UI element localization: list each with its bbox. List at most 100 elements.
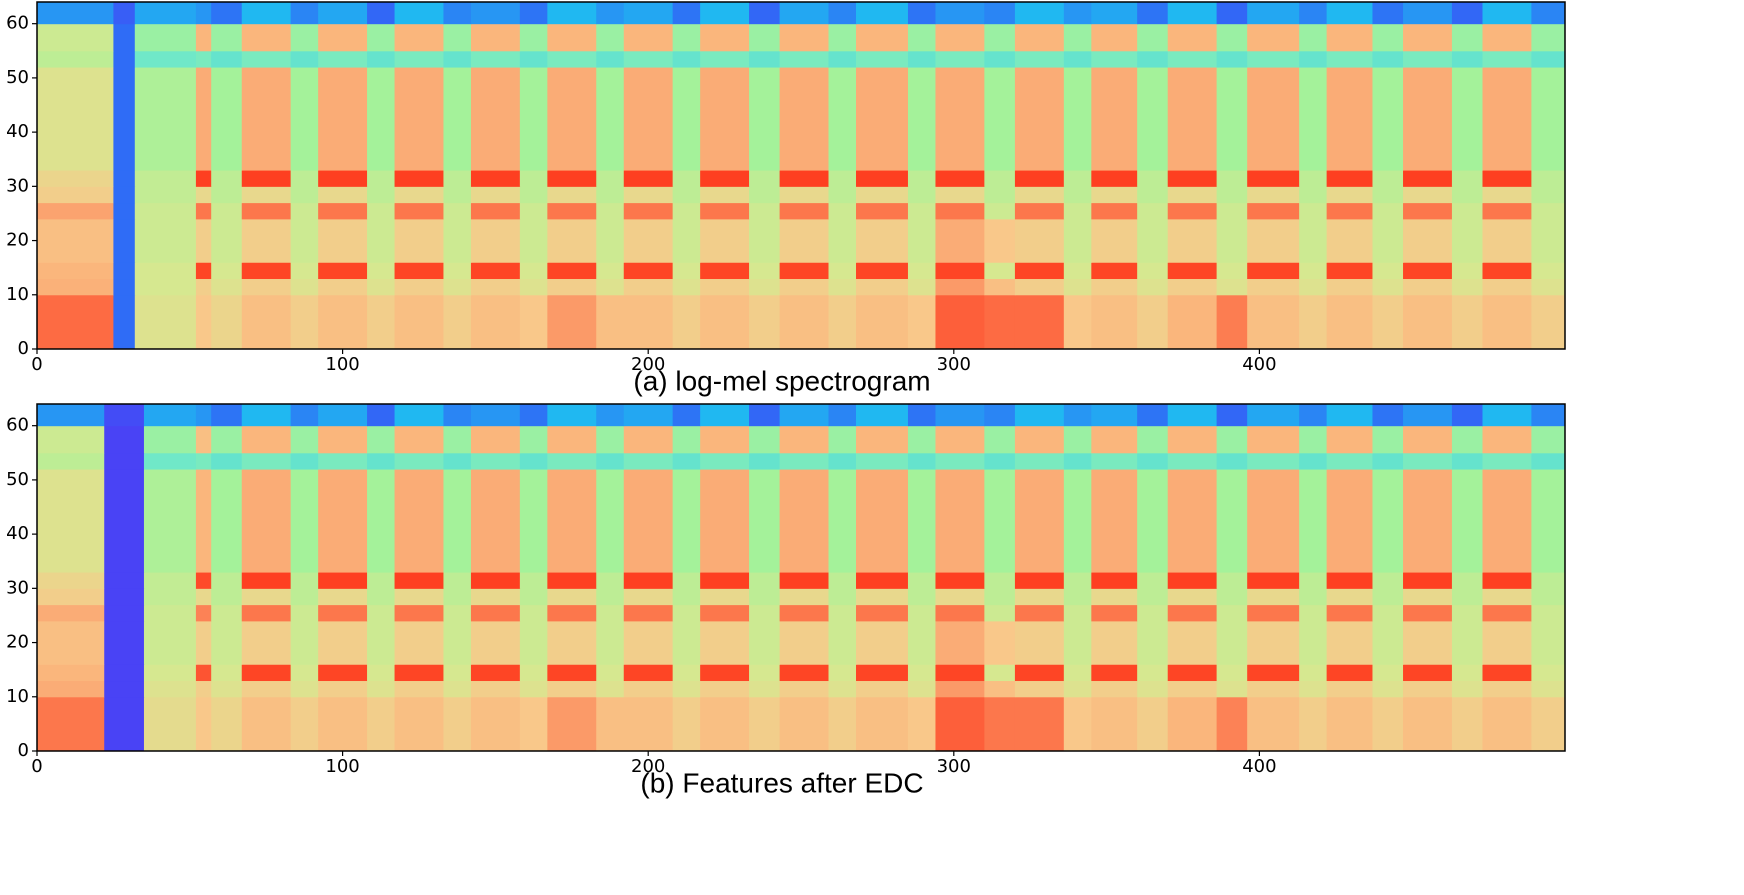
- heat-cell: [1403, 404, 1453, 427]
- x-tick-label: 300: [937, 756, 971, 777]
- heat-cell: [700, 696, 750, 752]
- heat-cell: [828, 170, 857, 187]
- heat-cell: [143, 469, 197, 573]
- heat-cell: [1326, 50, 1373, 68]
- heat-cell: [443, 50, 472, 68]
- heat-cell: [318, 278, 368, 296]
- heat-cell: [1091, 278, 1138, 296]
- heat-cell: [907, 588, 936, 606]
- heat-cell: [984, 170, 1016, 187]
- heat-cell: [394, 696, 444, 752]
- x-tick-label: 200: [631, 756, 665, 777]
- heat-cell: [1403, 2, 1453, 25]
- heat-cell: [1216, 50, 1248, 68]
- heat-cell: [519, 696, 548, 752]
- heat-cell: [907, 425, 936, 454]
- heat-cell: [1063, 664, 1092, 682]
- heat-cell: [1482, 696, 1532, 752]
- heat-cell: [700, 664, 750, 682]
- heat-cell: [1531, 278, 1566, 296]
- heat-cell: [749, 680, 781, 698]
- x-tick-label: 0: [31, 756, 42, 777]
- heat-cell: [134, 186, 197, 204]
- heat-cell: [935, 170, 985, 187]
- heat-cell: [984, 588, 1016, 606]
- heat-cell: [779, 170, 830, 187]
- heat-cell: [1167, 696, 1218, 752]
- heat-cell: [367, 294, 396, 350]
- heat-cell: [1091, 469, 1138, 573]
- heat-cell: [1063, 469, 1092, 573]
- heat-cell: [1403, 469, 1453, 573]
- heat-cell: [1063, 294, 1092, 350]
- heat-cell: [596, 696, 625, 752]
- heat-cell: [984, 604, 1016, 622]
- heat-cell: [241, 404, 292, 427]
- heat-cell: [290, 170, 319, 187]
- heat-cell: [1137, 404, 1169, 427]
- heat-cell: [134, 278, 197, 296]
- heat-cell: [984, 572, 1016, 589]
- heat-cell: [1299, 696, 1328, 752]
- heat-cell: [672, 50, 701, 68]
- heat-cell: [470, 186, 521, 204]
- heat-cell: [856, 696, 909, 752]
- heat-cell: [1299, 2, 1328, 25]
- heat-cell: [1372, 425, 1404, 454]
- heat-cell: [1167, 294, 1218, 350]
- heat-cell: [779, 23, 830, 52]
- heat-cell: [856, 680, 909, 698]
- heat-cell: [1091, 680, 1138, 698]
- heat-cell: [700, 294, 750, 350]
- heat-cell: [1216, 294, 1248, 350]
- heat-cell: [1403, 262, 1453, 280]
- heat-cell: [828, 262, 857, 280]
- heat-cell: [1247, 186, 1300, 204]
- heat-cell: [984, 67, 1016, 171]
- heat-cell: [1326, 452, 1373, 470]
- heat-cell: [195, 680, 212, 698]
- heat-cell: [104, 452, 145, 470]
- heat-cell: [394, 588, 444, 606]
- heat-cell: [519, 620, 548, 665]
- heat-cell: [443, 452, 472, 470]
- heat-cell: [828, 664, 857, 682]
- heat-cell: [195, 664, 212, 682]
- heat-cell: [367, 696, 396, 752]
- heat-cell: [1137, 604, 1169, 622]
- heat-cell: [749, 620, 781, 665]
- heat-cell: [672, 186, 701, 204]
- x-tick-label: 400: [1242, 354, 1276, 375]
- heat-cell: [37, 23, 114, 52]
- heat-cell: [1167, 604, 1218, 622]
- heat-cell: [443, 680, 472, 698]
- heat-cell: [1137, 2, 1169, 25]
- heat-cell: [394, 404, 444, 427]
- heat-cell: [1247, 664, 1300, 682]
- heat-cell: [749, 696, 781, 752]
- heat-cell: [547, 202, 597, 220]
- heat-cell: [623, 680, 674, 698]
- heat-cell: [1451, 186, 1483, 204]
- heat-cell: [1063, 218, 1092, 263]
- x-tick-label: 400: [1242, 756, 1276, 777]
- heat-cell: [779, 620, 830, 665]
- heat-cell: [907, 404, 936, 427]
- heat-cell: [1167, 67, 1218, 171]
- heat-cell: [907, 572, 936, 589]
- heat-cell: [195, 452, 212, 470]
- heat-cell: [749, 170, 781, 187]
- heat-cell: [547, 2, 597, 25]
- heat-cell: [211, 404, 243, 427]
- heat-cell: [1403, 604, 1453, 622]
- heat-cell: [394, 278, 444, 296]
- heat-cell: [984, 452, 1016, 470]
- heat-cell: [1372, 278, 1404, 296]
- heat-cell: [241, 664, 292, 682]
- heat-cell: [211, 664, 243, 682]
- heat-cell: [519, 425, 548, 454]
- heat-cell: [1403, 620, 1453, 665]
- heat-cell: [134, 50, 197, 68]
- heat-cell: [1091, 404, 1138, 427]
- heat-cell: [1482, 452, 1532, 470]
